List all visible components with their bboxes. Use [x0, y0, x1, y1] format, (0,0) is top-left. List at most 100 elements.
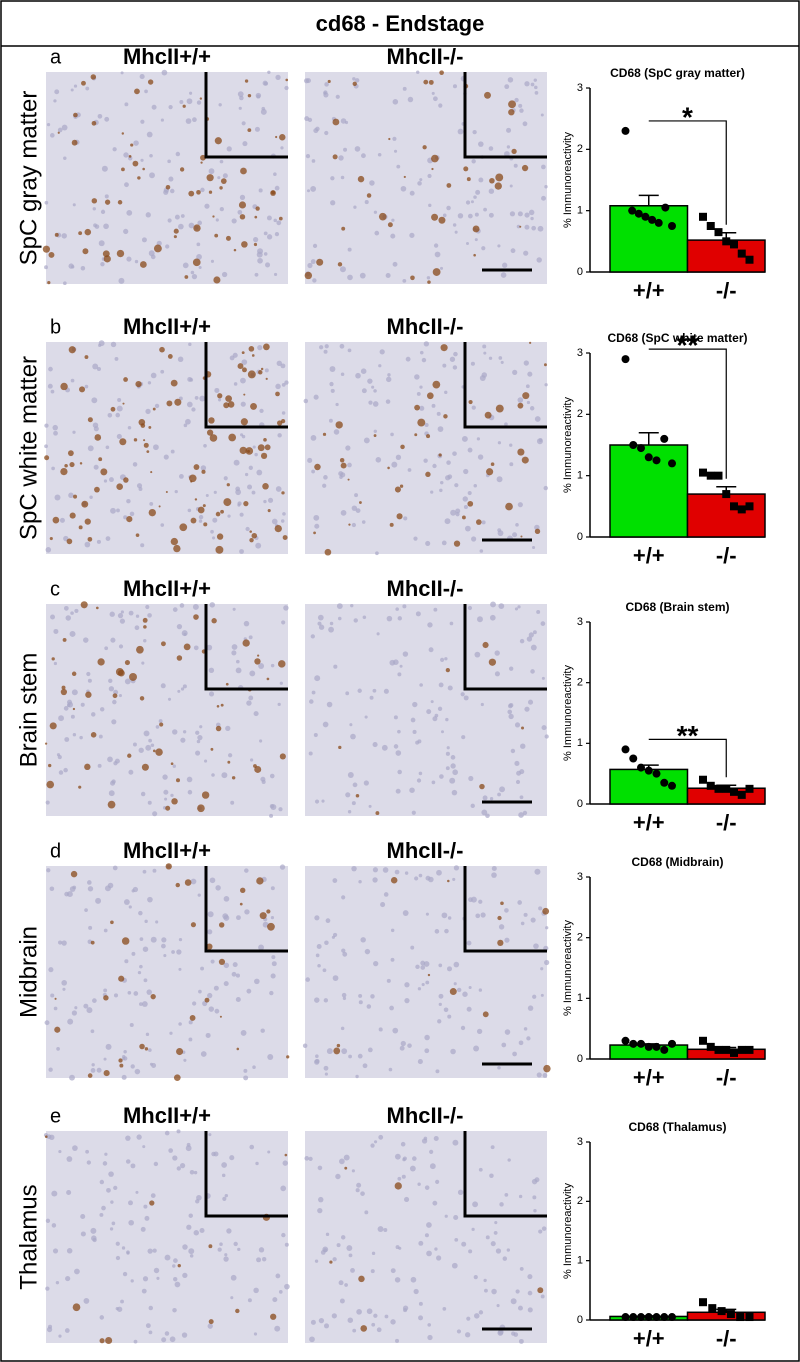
- stain: [64, 464, 68, 468]
- nucleus: [530, 216, 534, 221]
- nucleus: [113, 1185, 118, 1191]
- data-point: [634, 209, 643, 218]
- stain: [247, 128, 252, 133]
- nucleus: [284, 85, 289, 91]
- stain: [422, 145, 427, 150]
- nucleus: [92, 363, 99, 370]
- stain: [46, 780, 55, 789]
- nucleus: [63, 706, 69, 711]
- nucleus: [504, 84, 510, 90]
- nucleus: [525, 384, 530, 389]
- nucleus: [110, 1200, 114, 1204]
- data-point: [652, 1042, 661, 1051]
- stain: [233, 248, 237, 252]
- nucleus: [263, 499, 267, 504]
- nucleus: [351, 801, 356, 806]
- nucleus: [373, 429, 377, 433]
- nucleus: [523, 360, 529, 366]
- nucleus: [339, 1298, 345, 1304]
- nucleus: [423, 341, 430, 347]
- nucleus: [223, 476, 228, 481]
- nucleus: [84, 908, 88, 912]
- nucleus: [45, 547, 52, 553]
- nucleus: [259, 408, 264, 413]
- nucleus: [520, 743, 526, 749]
- nucleus: [56, 753, 61, 757]
- nucleus: [148, 1048, 152, 1052]
- nucleus: [436, 869, 442, 876]
- chart-title: CD68 (SpC white matter): [607, 331, 747, 345]
- nucleus: [356, 1182, 362, 1188]
- nucleus: [368, 400, 373, 405]
- nucleus: [457, 128, 464, 135]
- stain: [78, 525, 83, 530]
- nucleus: [224, 1253, 228, 1257]
- data-point: [730, 240, 738, 249]
- nucleus: [345, 445, 351, 451]
- nucleus: [210, 959, 215, 964]
- nucleus: [275, 74, 281, 80]
- stain: [333, 1047, 341, 1055]
- nucleus: [113, 993, 119, 998]
- nucleus: [145, 408, 151, 415]
- stain: [403, 175, 406, 179]
- nucleus: [410, 1276, 417, 1283]
- data-point: [708, 1304, 717, 1313]
- nucleus: [98, 343, 102, 347]
- nucleus: [531, 225, 537, 231]
- stain: [179, 167, 185, 172]
- nucleus: [109, 1227, 114, 1231]
- nucleus: [264, 368, 269, 373]
- stain: [184, 879, 192, 886]
- nucleus: [445, 766, 450, 771]
- nucleus: [144, 1215, 150, 1221]
- nucleus: [372, 742, 378, 748]
- nucleus: [123, 1049, 127, 1054]
- nucleus: [305, 977, 310, 982]
- nucleus: [44, 200, 49, 205]
- nucleus: [160, 369, 165, 374]
- nucleus: [83, 637, 89, 643]
- inset-frame: [463, 604, 547, 691]
- nucleus: [527, 1290, 533, 1296]
- stain: [128, 155, 132, 158]
- nucleus: [186, 1142, 191, 1147]
- nucleus: [262, 80, 268, 86]
- stain: [227, 401, 235, 408]
- nucleus: [363, 437, 370, 444]
- stain: [267, 509, 271, 513]
- nucleus: [50, 614, 56, 620]
- nucleus: [270, 663, 275, 668]
- nucleus: [347, 810, 352, 814]
- nucleus: [494, 650, 500, 656]
- nucleus: [475, 189, 481, 195]
- nucleus: [197, 734, 203, 741]
- nucleus: [340, 372, 345, 377]
- stain: [543, 363, 547, 367]
- nucleus: [526, 1036, 531, 1041]
- stain: [214, 137, 222, 145]
- x-tick-label: +/+: [633, 1326, 665, 1351]
- nucleus: [189, 1254, 194, 1258]
- nucleus: [96, 539, 101, 544]
- nucleus: [124, 678, 131, 685]
- nucleus: [182, 1244, 188, 1250]
- nucleus: [141, 1001, 148, 1007]
- nucleus: [282, 1160, 288, 1166]
- nucleus: [342, 996, 347, 1001]
- stain: [177, 1263, 181, 1268]
- nucleus: [452, 451, 457, 456]
- x-tick-label: +/+: [633, 810, 665, 835]
- stain: [165, 490, 168, 494]
- stain: [394, 1182, 402, 1190]
- nucleus: [125, 1135, 131, 1141]
- nucleus: [53, 1006, 58, 1011]
- nucleus: [174, 1281, 181, 1288]
- nucleus: [423, 1136, 428, 1141]
- stain: [147, 79, 154, 85]
- nucleus: [256, 1257, 262, 1263]
- nucleus: [54, 89, 60, 95]
- nucleus: [451, 789, 458, 796]
- nucleus: [314, 1059, 320, 1065]
